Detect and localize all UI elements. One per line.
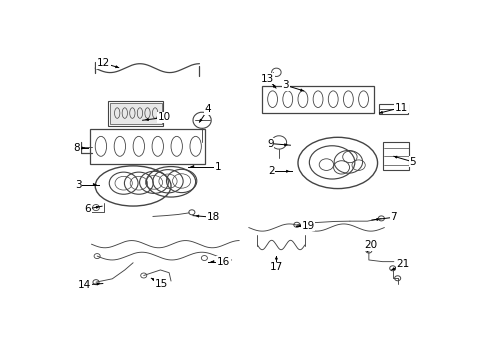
Bar bbox=[262, 86, 373, 113]
Text: 7: 7 bbox=[390, 212, 396, 222]
Text: 14: 14 bbox=[78, 280, 91, 290]
Text: 6: 6 bbox=[84, 204, 91, 214]
Text: 5: 5 bbox=[408, 157, 415, 167]
Bar bbox=[89, 129, 205, 164]
Text: 13: 13 bbox=[261, 74, 274, 84]
Text: 11: 11 bbox=[394, 103, 407, 113]
Text: 4: 4 bbox=[204, 104, 211, 114]
Text: 18: 18 bbox=[206, 212, 220, 222]
Text: 2: 2 bbox=[267, 166, 274, 176]
Text: 8: 8 bbox=[74, 143, 80, 153]
Bar bbox=[110, 103, 161, 125]
Text: 15: 15 bbox=[155, 279, 168, 289]
Text: 12: 12 bbox=[97, 58, 110, 68]
Text: 3: 3 bbox=[75, 180, 81, 190]
Text: 20: 20 bbox=[364, 240, 377, 250]
Text: 10: 10 bbox=[157, 112, 170, 122]
Text: 1: 1 bbox=[215, 162, 221, 172]
Text: 9: 9 bbox=[266, 139, 273, 149]
Text: 3: 3 bbox=[282, 80, 288, 90]
Text: 19: 19 bbox=[301, 221, 314, 231]
Text: 21: 21 bbox=[396, 260, 409, 269]
Bar bbox=[108, 102, 163, 126]
Bar bbox=[379, 104, 407, 114]
Bar bbox=[383, 143, 408, 170]
Text: 17: 17 bbox=[269, 262, 283, 272]
Text: 16: 16 bbox=[216, 257, 229, 267]
